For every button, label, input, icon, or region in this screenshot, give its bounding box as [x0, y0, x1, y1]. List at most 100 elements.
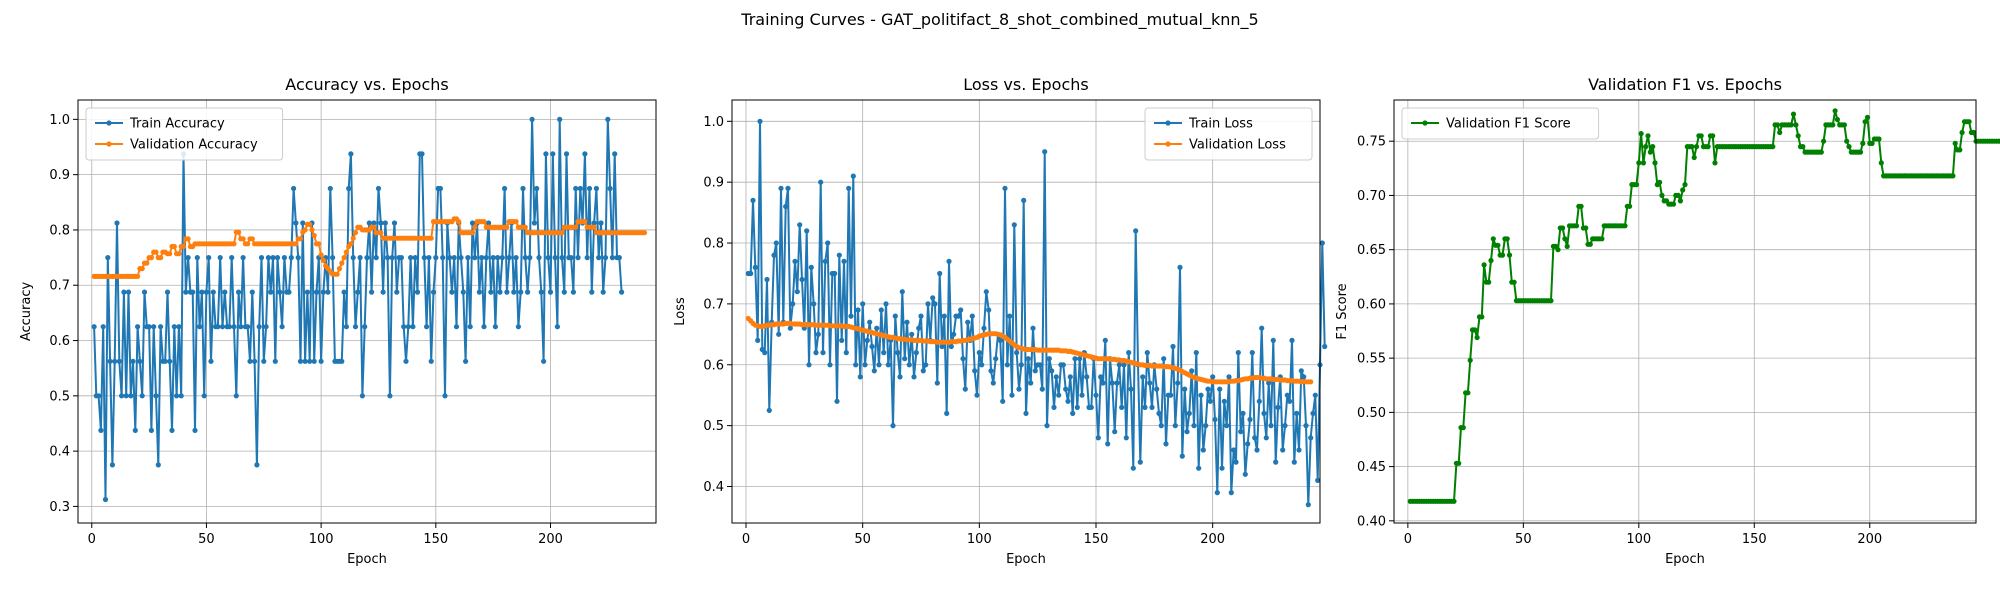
- data-point: [265, 255, 271, 261]
- data-point: [1578, 203, 1584, 209]
- data-point: [883, 301, 889, 307]
- data-point: [504, 289, 510, 295]
- axes-frame: [77, 99, 657, 524]
- data-point: [153, 249, 159, 255]
- data-point: [836, 252, 842, 258]
- data-point: [946, 258, 952, 264]
- data-point: [295, 255, 301, 261]
- data-point: [1000, 398, 1006, 404]
- data-point: [378, 230, 384, 236]
- x-tick-label: 0: [1404, 532, 1412, 547]
- data-point: [1677, 198, 1683, 204]
- y-axis-label: Accuracy: [19, 282, 34, 342]
- data-point: [1186, 410, 1192, 416]
- data-point: [339, 260, 345, 266]
- data-point: [568, 255, 574, 261]
- data-point: [525, 289, 531, 295]
- data-point: [1273, 459, 1279, 465]
- legend-box: [1144, 107, 1313, 161]
- data-point: [1830, 122, 1836, 128]
- data-point: [561, 289, 567, 295]
- data-point: [527, 255, 533, 261]
- data-point: [909, 331, 915, 337]
- legend-marker: [1422, 120, 1428, 126]
- data-point: [577, 185, 583, 192]
- data-point: [495, 255, 501, 261]
- data-point: [834, 398, 840, 404]
- data-point: [1296, 447, 1302, 453]
- data-point: [1051, 404, 1057, 410]
- data-point: [222, 289, 228, 295]
- data-point: [1869, 140, 1875, 146]
- data-point: [1499, 252, 1506, 258]
- data-point: [1864, 114, 1871, 120]
- data-point: [320, 257, 326, 263]
- data-point: [91, 324, 97, 330]
- data-point: [1878, 160, 1884, 166]
- x-tick-label: 150: [1742, 532, 1767, 547]
- data-point: [1467, 357, 1473, 363]
- data-point: [1712, 160, 1718, 166]
- data-point: [1564, 243, 1570, 249]
- data-point: [373, 255, 379, 261]
- data-point: [286, 289, 292, 295]
- chart-panel-3: 0 50 100 150 200 0.40 0.45 0.50 0.55 0.60 0.65 0.70…: [1335, 75, 2000, 567]
- data-point: [1077, 356, 1083, 362]
- data-point: [1650, 144, 1656, 150]
- data-point: [1860, 140, 1866, 146]
- data-point: [217, 255, 223, 261]
- data-point: [983, 289, 989, 295]
- data-point: [1240, 410, 1246, 416]
- data-point: [313, 289, 320, 295]
- data-point: [339, 358, 345, 364]
- data-point: [162, 358, 168, 364]
- chart-title: Loss vs. Epochs: [963, 75, 1088, 94]
- y-tick-label: 0.7: [703, 297, 724, 312]
- data-point: [1184, 429, 1190, 435]
- data-point: [1039, 386, 1045, 392]
- data-point: [876, 362, 882, 368]
- figure-suptitle: Training Curves - GAT_politifact_8_shot_…: [740, 10, 1258, 30]
- legend-entry: Validation Accuracy: [130, 138, 258, 153]
- data-point: [972, 368, 978, 374]
- y-tick-label: 0.9: [703, 176, 724, 191]
- data-point: [1793, 122, 1799, 128]
- data-point: [300, 220, 306, 226]
- data-point: [229, 255, 235, 261]
- data-point: [135, 324, 141, 330]
- data-point: [472, 255, 478, 261]
- data-point: [378, 220, 384, 226]
- data-point: [481, 219, 487, 225]
- data-point: [1214, 490, 1220, 496]
- data-point: [316, 241, 322, 247]
- data-point: [1643, 144, 1649, 150]
- data-point: [176, 324, 182, 330]
- data-point: [1950, 173, 1956, 179]
- data-point: [969, 313, 975, 319]
- data-point: [797, 222, 803, 228]
- y-axis-label: F1 Score: [1335, 283, 1350, 339]
- data-point: [151, 324, 157, 330]
- data-point: [1163, 441, 1169, 447]
- data-point: [1042, 149, 1048, 155]
- data-point: [892, 313, 898, 319]
- data-point: [997, 337, 1003, 343]
- data-point: [440, 255, 446, 261]
- data-point: [1168, 392, 1174, 398]
- data-point: [506, 255, 512, 261]
- data-point: [609, 255, 616, 261]
- data-point: [1200, 447, 1206, 453]
- data-point: [1275, 404, 1281, 410]
- data-point: [951, 331, 957, 337]
- data-point: [1235, 350, 1241, 356]
- data-point: [348, 151, 354, 157]
- data-point: [1562, 236, 1568, 242]
- x-tick-label: 200: [538, 532, 563, 547]
- data-point: [1322, 343, 1328, 350]
- data-point: [1205, 386, 1211, 392]
- data-point: [843, 350, 849, 356]
- data-point: [520, 185, 526, 192]
- data-point: [1212, 416, 1218, 423]
- x-tick-label: 150: [423, 532, 448, 547]
- x-tick-label: 200: [1857, 532, 1882, 547]
